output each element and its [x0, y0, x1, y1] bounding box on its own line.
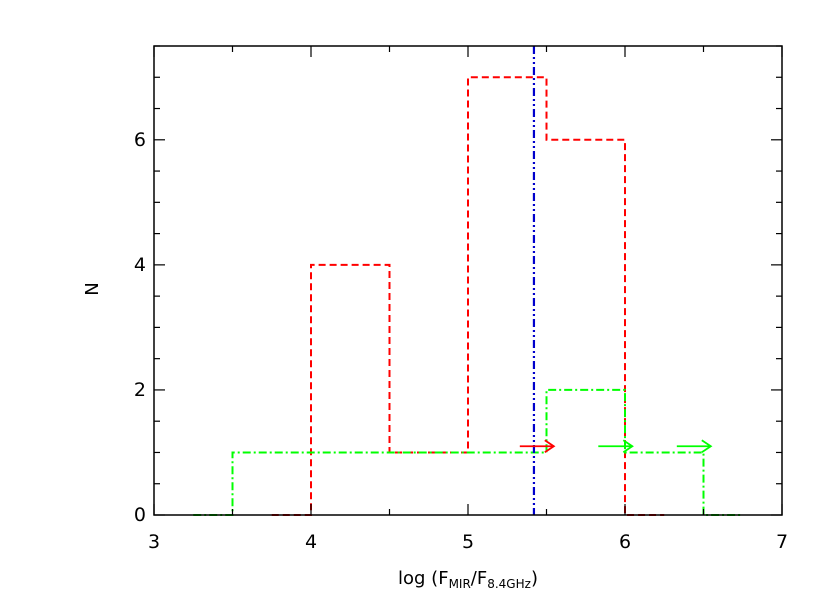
tick-layer — [153, 45, 783, 516]
x-axis-label-prefix: log (F — [398, 568, 449, 589]
y-tick-label: 2 — [134, 379, 146, 401]
series-layer — [193, 76, 743, 516]
x-tick-label: 4 — [305, 531, 317, 553]
histogram-series-2 — [193, 388, 743, 516]
lower-limit-arrow-2 — [598, 439, 634, 453]
lower-limit-arrow-1 — [519, 439, 556, 453]
x-tick-label: 6 — [619, 531, 631, 553]
x-axis-label-suffix: ) — [531, 568, 538, 589]
x-tick-label: 5 — [462, 531, 474, 553]
x-tick-label: 7 — [776, 531, 788, 553]
x-tick-label: 3 — [148, 531, 160, 553]
y-axis-label: N — [82, 282, 103, 295]
y-tick-label: 0 — [134, 504, 146, 526]
x-axis-label-sub-radio: 8.4GHz — [487, 577, 531, 591]
x-axis-label-mid: /F — [471, 568, 487, 589]
arrow-layer — [519, 439, 713, 453]
histogram-series-1 — [271, 76, 665, 516]
lower-limit-arrow-3 — [676, 439, 713, 453]
y-tick-label: 4 — [134, 254, 146, 276]
x-axis-label: log (FMIR/F8.4GHz) — [398, 568, 538, 591]
y-tick-label: 6 — [134, 129, 146, 151]
tick-label-layer: 3 4 5 6 7 0 2 4 6 — [134, 129, 788, 553]
x-axis-label-sub-mir: MIR — [449, 577, 471, 591]
